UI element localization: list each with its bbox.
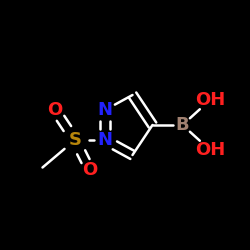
Text: O: O xyxy=(48,101,62,119)
Text: N: N xyxy=(98,101,112,119)
Text: B: B xyxy=(176,116,189,134)
Text: S: S xyxy=(68,131,82,149)
Text: OH: OH xyxy=(195,91,225,109)
Text: O: O xyxy=(82,161,98,179)
Text: N: N xyxy=(98,131,112,149)
Text: OH: OH xyxy=(195,141,225,159)
